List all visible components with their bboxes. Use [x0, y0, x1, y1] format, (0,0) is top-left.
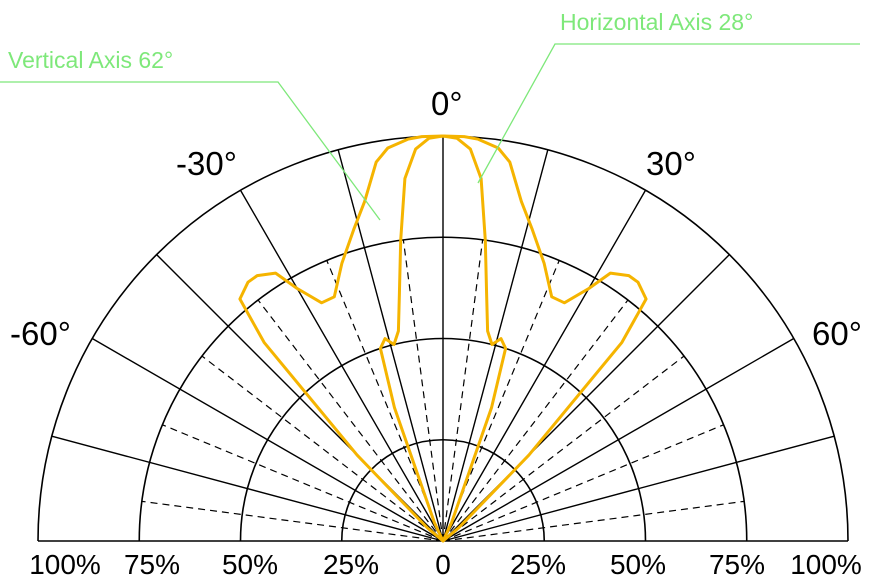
spoke-solid — [51, 435, 444, 542]
spoke-solid — [91, 337, 444, 542]
spoke-solid — [337, 149, 444, 542]
radial-tick-25-left: 25% — [323, 549, 379, 580]
spoke-solid — [442, 337, 795, 542]
spoke-solid — [239, 189, 444, 542]
spoke-dashed — [141, 500, 444, 542]
radial-tick-50-left: 50% — [222, 549, 278, 580]
spoke-dashed — [257, 299, 444, 542]
spoke-dashed — [402, 239, 444, 542]
intensity-curves — [238, 134, 648, 543]
spoke-dashed — [442, 299, 629, 542]
radial-tick-25-right: 25% — [510, 549, 566, 580]
horizontal-axis-curve — [378, 134, 508, 543]
spoke-dashed — [162, 424, 444, 542]
angle-label-minus60: -60° — [10, 315, 71, 352]
spoke-solid — [442, 435, 835, 542]
spoke-dashed — [442, 500, 745, 542]
radial-tick-75-left: 75% — [124, 549, 180, 580]
spoke-dashed — [201, 355, 444, 542]
polar-grid — [37, 135, 849, 542]
angle-label-30: 30° — [646, 145, 696, 182]
angle-labels: -60° -30° 0° 30° 60° — [10, 85, 862, 352]
radial-tick-labels: 100% 75% 50% 25% 0 25% 50% 75% 100% — [29, 549, 862, 580]
radial-tick-100-left: 100% — [29, 549, 101, 580]
spoke-solid — [442, 149, 549, 542]
angle-label-minus30: -30° — [176, 145, 237, 182]
spoke-dashed — [442, 239, 484, 542]
radial-tick-100-right: 100% — [790, 549, 862, 580]
spoke-dashed — [442, 355, 685, 542]
radial-tick-50-right: 50% — [610, 549, 666, 580]
vertical-axis-leader — [0, 81, 381, 221]
vertical-axis-annotation: Vertical Axis 62° — [8, 47, 173, 73]
horizontal-axis-annotation: Horizontal Axis 28° — [560, 9, 753, 35]
radial-tick-0: 0 — [435, 549, 451, 580]
spoke-solid — [442, 189, 647, 542]
radial-tick-75-right: 75% — [709, 549, 765, 580]
angle-label-0: 0° — [431, 85, 463, 122]
spoke-dashed — [442, 424, 724, 542]
angle-label-60: 60° — [812, 315, 862, 352]
horizontal-axis-leader — [477, 43, 860, 184]
